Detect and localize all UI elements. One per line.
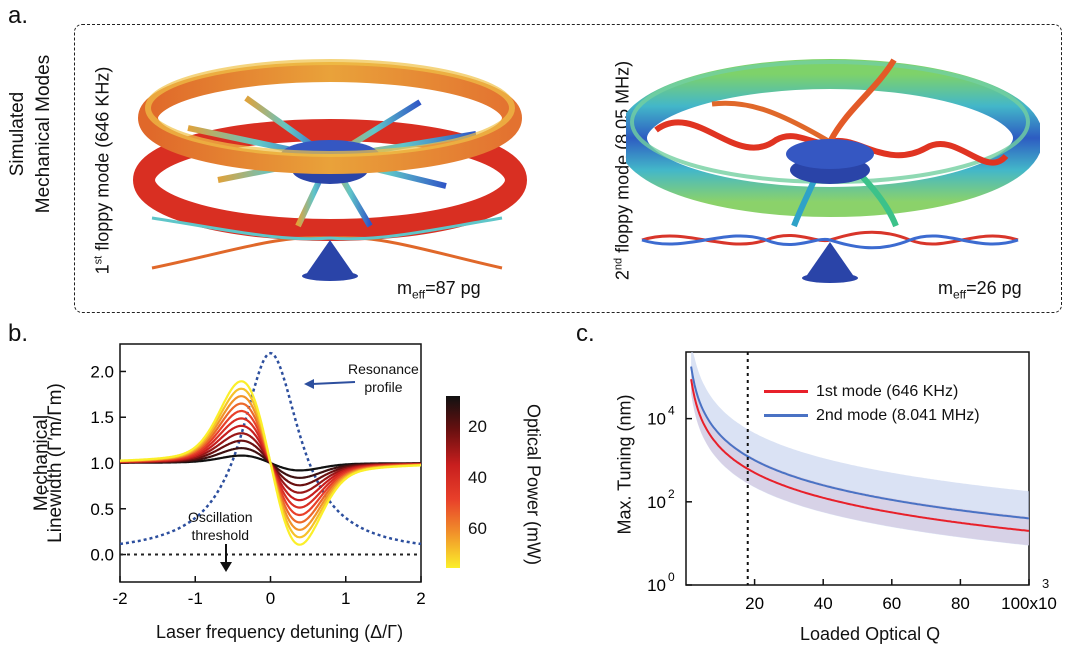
resonance-annotation-line2: profile xyxy=(364,379,403,395)
panel-b-y-tick-label: 0.5 xyxy=(90,500,114,519)
panel-c-y-tick-exponent: 2 xyxy=(668,487,675,501)
legend-label-mode2: 2nd mode (8.041 MHz) xyxy=(816,407,980,424)
panel-c-x-tick-label: 40 xyxy=(814,594,833,613)
panel-b-y-tick-label: 2.0 xyxy=(90,362,114,381)
panel-b-x-tick-label: 0 xyxy=(266,589,275,608)
panel-c-xlabel: Loaded Optical Q xyxy=(800,624,941,644)
tuning-line-mode-2 xyxy=(690,366,1030,520)
tuning-line-mode-1 xyxy=(690,379,1030,532)
linewidth-curve xyxy=(120,380,421,546)
panel-b-x-tick-label: -2 xyxy=(112,589,127,608)
threshold-annotation-line1: Oscillation xyxy=(188,509,253,525)
panel-b-x-tick-label: 2 xyxy=(416,589,425,608)
colorbar-tick-20: 20 xyxy=(468,417,487,436)
colorbar-tick-60: 60 xyxy=(468,519,487,538)
colorbar-tick-40: 40 xyxy=(468,468,487,487)
panel-b-xlabel: Laser frequency detuning (Δ/Γ) xyxy=(156,622,404,642)
threshold-arrow xyxy=(220,544,232,572)
mode1-simulation-image xyxy=(133,59,527,281)
legend-label-mode1: 1st mode (646 KHz) xyxy=(816,383,959,400)
resonance-annotation-line1: Resonance xyxy=(348,361,419,377)
legend-swatch-mode2 xyxy=(764,414,808,418)
panel-c-y-tick-label: 10 xyxy=(647,576,666,595)
panel-c-y-tick-label: 10 xyxy=(647,493,666,512)
x-exponent: 3 xyxy=(1042,576,1050,591)
panel-c-y-tick-exponent: 4 xyxy=(668,404,675,418)
threshold-annotation: Oscillation threshold xyxy=(188,508,253,544)
panel-b-x-tick-label: -1 xyxy=(188,589,203,608)
mode2-meff-label: meff=26 pg xyxy=(938,278,1022,302)
panel-b-x-tick-label: 1 xyxy=(341,589,350,608)
panel-b-y-tick-label: 1.5 xyxy=(90,408,114,427)
resonance-arrow xyxy=(304,379,356,389)
panel-c-x-tick-label: 60 xyxy=(882,594,901,613)
mode1-meff-label: meff=87 pg xyxy=(397,278,481,302)
panel-b-y-tick-label: 0.0 xyxy=(90,546,114,565)
legend-item-mode2: 2nd mode (8.041 MHz) xyxy=(764,404,980,428)
panel-c-letter: c. xyxy=(576,320,595,347)
panel-c-legend: 1st mode (646 KHz) 2nd mode (8.041 MHz) xyxy=(764,380,980,428)
legend-swatch-mode1 xyxy=(764,390,808,394)
threshold-annotation-line2: threshold xyxy=(191,527,250,543)
panel-b-letter: b. xyxy=(8,320,29,347)
panel-b-y-tick-label: 1.0 xyxy=(90,454,114,473)
uncertainty-band-2 xyxy=(691,352,1029,546)
panel-c-x-tick-label: 20 xyxy=(745,594,764,613)
panel-c-plot-frame xyxy=(685,351,1030,586)
panel-c-x-tick-label: 80 xyxy=(951,594,970,613)
legend-item-mode1: 1st mode (646 KHz) xyxy=(764,380,980,404)
panel-c-y-tick-exponent: 0 xyxy=(668,570,675,584)
colorbar xyxy=(446,396,460,568)
panel-c-y-tick-label: 10 xyxy=(647,410,666,429)
panel-a-letter: a. xyxy=(8,2,29,29)
panel-a-dashed-frame xyxy=(74,24,1062,313)
resonance-profile-curve xyxy=(119,351,422,546)
mode2-simulation-image xyxy=(626,58,1040,283)
panel-c-x-tick-label: 100x10 xyxy=(1001,594,1057,613)
resonance-annotation: Resonance profile xyxy=(348,360,419,396)
